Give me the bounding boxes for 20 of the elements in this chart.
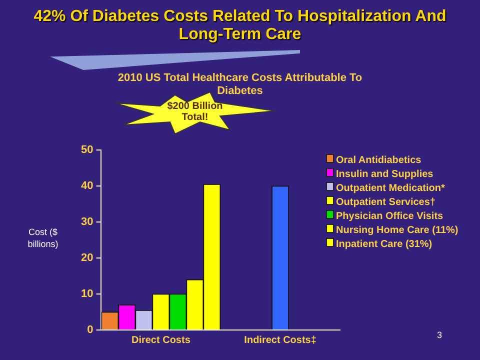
x-tick-label: Indirect Costs‡ — [244, 334, 316, 346]
text: 3 — [436, 330, 442, 340]
legend-label: Nursing Home Care (11%) — [335, 224, 458, 238]
legend-label: Outpatient Medication* — [335, 182, 446, 196]
y-tick-label: 0 — [87, 324, 94, 336]
x-tick-label: Direct Costs — [131, 334, 191, 346]
legend-label: Physician Office Visits — [335, 210, 444, 224]
y-tick-label: 50 — [80, 144, 94, 156]
legend-label: Insulin and Supplies — [335, 168, 434, 182]
chart-subtitle: 2010 US Total Healthcare Costs Attributable To Diabetes — [116, 72, 364, 98]
y-tick-label: 30 — [80, 216, 94, 228]
y-axis-title: Cost ($ billions) — [26, 226, 60, 250]
legend-label: Inpatient Care (31%) — [335, 238, 434, 252]
text: $200 Billion Total! — [166, 101, 224, 123]
y-tick-label: 20 — [80, 252, 94, 264]
y-tick-label: 40 — [80, 180, 94, 192]
y-tick-label: 10 — [80, 288, 94, 300]
chart-title: 42% Of Diabetes Costs Related To Hospitalization And Long-Term Care — [32, 8, 448, 44]
legend-label: Outpatient Services† — [335, 196, 436, 210]
legend-label: Oral Antidiabetics — [335, 154, 422, 168]
